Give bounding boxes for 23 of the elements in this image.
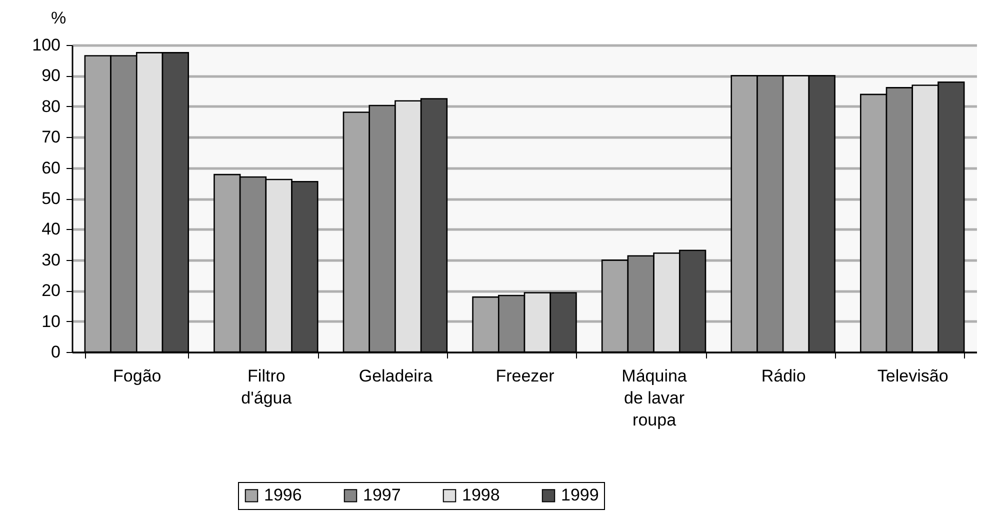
y-tick-label: 10 [42, 312, 60, 331]
y-tick-label: 30 [42, 250, 60, 270]
y-tick-label: 60 [42, 158, 60, 178]
legend-label: 1999 [561, 486, 599, 505]
y-tick-label: 100 [32, 36, 60, 54]
y-tick-label: 20 [42, 281, 60, 300]
y-tick-label: 70 [42, 128, 60, 147]
legend-label: 1997 [363, 486, 401, 505]
y-tick-label: 40 [42, 220, 60, 239]
y-tick-label: 80 [42, 96, 60, 116]
y-tick-label: 90 [42, 66, 60, 86]
y-tick-label: 0 [51, 342, 60, 362]
x-tick-label: Filtro d'água [241, 366, 292, 408]
x-tick-label: Máquina de lavar roupa [622, 366, 688, 430]
x-tick-label: Fogão [113, 366, 162, 386]
y-axis-title: % [50, 8, 66, 28]
x-tick-label: Geladeira [358, 366, 434, 386]
x-tick-label: Freezer [496, 366, 555, 386]
y-tick-label: 50 [42, 189, 60, 208]
x-tick-label: Rádio [761, 366, 806, 386]
x-tick-label: Televisão [877, 366, 948, 386]
legend-label: 1998 [462, 486, 500, 505]
legend-label: 1996 [264, 486, 302, 505]
